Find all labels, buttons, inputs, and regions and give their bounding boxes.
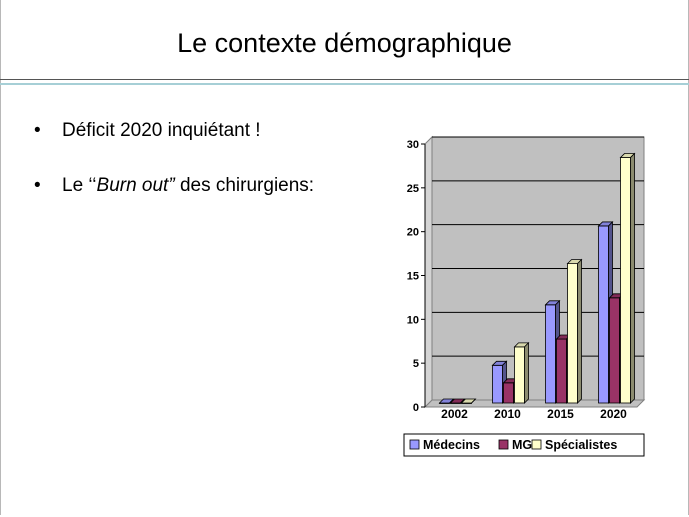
x-tick-label: 2002 [441,407,468,421]
bullet-list: • Déficit 2020 inquiétant ! • Le ‘‘Burn ou… [34,120,314,230]
legend-label: Spécialistes [545,438,617,452]
x-tick-label: 2010 [494,407,521,421]
bar-side [449,398,454,404]
y-tick-label: 30 [407,139,419,151]
bullet-text-post: des chirurgiens: [174,175,315,196]
bar-médecins [492,364,503,404]
bar-side [524,341,529,404]
y-tick-label: 0 [413,402,419,414]
legend-label: Médecins [423,438,480,452]
bar-mg [503,382,514,404]
bullet-item: • Déficit 2020 inquiétant ! [34,120,314,175]
x-tick-label: 2020 [600,407,627,421]
y-tick-label: 5 [413,358,419,370]
bar-spécialistes [620,157,631,404]
x-tick-label: 2015 [547,407,574,421]
bar-spécialistes [567,263,578,404]
bar-side [577,258,582,404]
bar-médecins [545,304,556,404]
bar-spécialistes [514,346,525,404]
bullet-text-pre: Le ‘‘ [62,175,97,196]
y-tick-label: 20 [407,227,419,239]
bar-side [460,398,465,404]
legend-box [403,433,645,457]
bar-side [630,152,635,404]
y-tick-label: 25 [407,183,419,195]
bullet-item: • Le ‘‘Burn out” des chirurgiens: [34,175,314,230]
slide-title: Le contexte démographique [177,28,512,58]
bar-médecins [598,225,609,404]
title-divider [0,79,689,80]
legend-swatch [498,439,509,450]
bar-side [471,398,476,404]
plot-side-wall [424,135,433,409]
legend-label: MG [512,438,532,452]
y-tick-label: 10 [407,314,419,326]
y-tick-label: 15 [407,271,419,283]
bullet-text: Déficit 2020 inquiétant ! [62,120,261,141]
bullet-text-emphasis: Burn out” [96,175,175,196]
title-divider-accent [0,83,689,85]
bar-mg [556,338,567,404]
legend-swatch [409,439,420,450]
bar-mg [609,297,620,404]
bullet-marker: • [34,175,41,196]
legend-swatch [531,439,542,450]
bullet-marker: • [34,120,41,141]
